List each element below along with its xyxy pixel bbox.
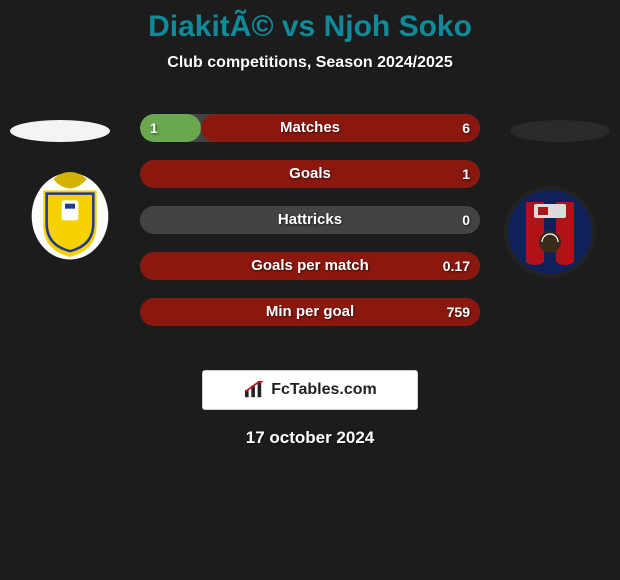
stat-value-left: 1 bbox=[140, 114, 168, 142]
stat-rows: Matches16Goals1Hattricks0Goals per match… bbox=[140, 114, 480, 344]
stat-label: Min per goal bbox=[140, 298, 480, 326]
shadow-right bbox=[510, 120, 610, 142]
stat-row: Matches1 6 bbox=[140, 114, 480, 142]
stat-label: Matches bbox=[140, 114, 480, 142]
stat-value-right: 6 bbox=[452, 114, 480, 142]
stat-value-right: 1 bbox=[452, 160, 480, 188]
stat-value-right: 0.17 bbox=[433, 252, 480, 280]
cadiz-crest-icon bbox=[20, 162, 120, 262]
comparison-card: DiakitÃ© vs Njoh Soko Club competitions,… bbox=[0, 0, 620, 580]
date: 17 october 2024 bbox=[0, 428, 620, 448]
comparison-arena: Matches16Goals1Hattricks0Goals per match… bbox=[0, 102, 620, 352]
stat-value-left bbox=[140, 160, 160, 188]
stat-label: Goals bbox=[140, 160, 480, 188]
subtitle: Club competitions, Season 2024/2025 bbox=[0, 54, 620, 72]
stat-label: Hattricks bbox=[140, 206, 480, 234]
shadow-left bbox=[10, 120, 110, 142]
brand-badge[interactable]: FcTables.com bbox=[202, 370, 418, 410]
stat-value-right: 0 bbox=[452, 206, 480, 234]
stat-row: Hattricks0 bbox=[140, 206, 480, 234]
stat-row: Min per goal759 bbox=[140, 298, 480, 326]
crest-left bbox=[20, 162, 120, 262]
stat-value-left bbox=[140, 298, 160, 326]
stat-row: Goals per match0.17 bbox=[140, 252, 480, 280]
crest-right bbox=[500, 182, 600, 282]
huesca-crest-icon bbox=[500, 182, 600, 282]
page-title: DiakitÃ© vs Njoh Soko bbox=[0, 0, 620, 44]
stat-value-left bbox=[140, 252, 160, 280]
stat-value-left bbox=[140, 206, 160, 234]
brand-text: FcTables.com bbox=[271, 381, 377, 399]
stat-value-right: 759 bbox=[437, 298, 480, 326]
bar-chart-icon bbox=[243, 381, 265, 399]
stat-label: Goals per match bbox=[140, 252, 480, 280]
stat-row: Goals1 bbox=[140, 160, 480, 188]
